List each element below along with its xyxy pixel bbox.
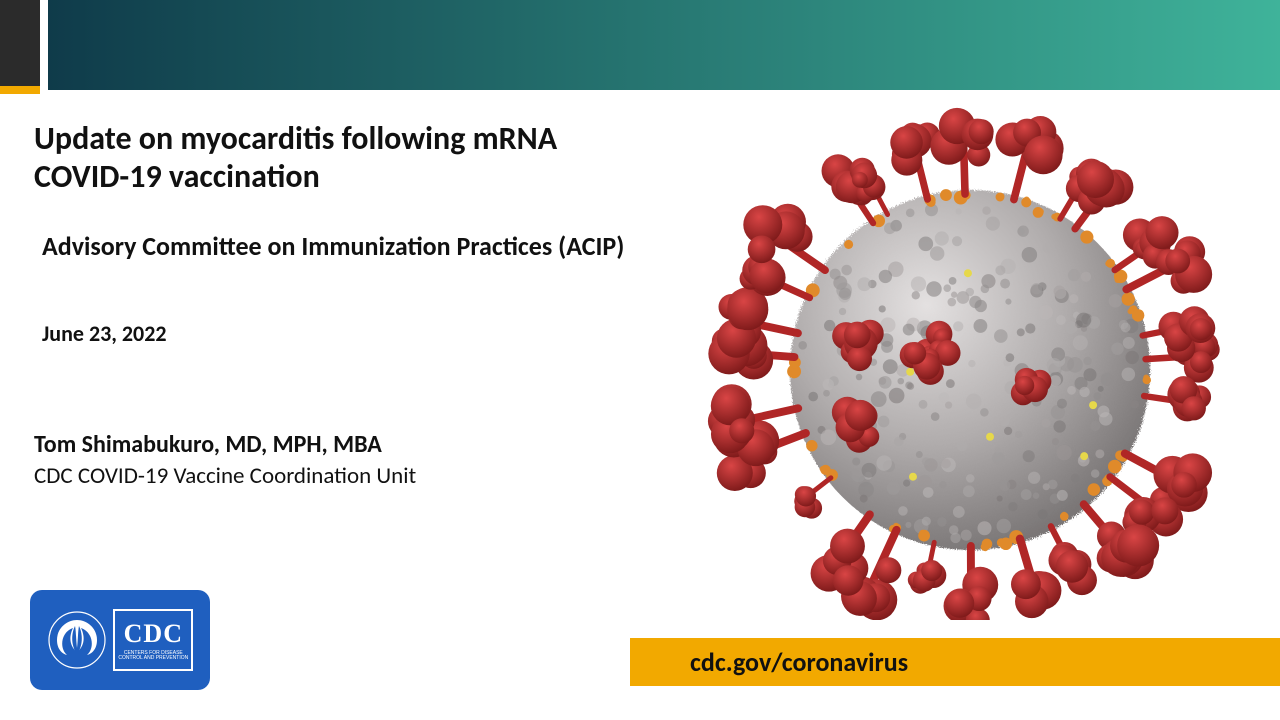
cdc-logo-box: CDC CENTERS FOR DISEASE CONTROL AND PREV… <box>113 609 193 671</box>
slide-date: June 23, 2022 <box>42 320 167 347</box>
coronavirus-illustration <box>690 100 1250 620</box>
cdc-logo-subtext: CENTERS FOR DISEASE CONTROL AND PREVENTI… <box>115 651 191 662</box>
slide-title: Update on myocarditis following mRNA COV… <box>34 120 654 197</box>
url-bar: cdc.gov/coronavirus <box>630 638 1280 686</box>
url-text: cdc.gov/coronavirus <box>690 646 908 678</box>
header-bar <box>48 0 1280 90</box>
side-accent-orange <box>0 86 40 94</box>
author-name: Tom Shimabukuro, MD, MPH, MBA <box>34 430 382 459</box>
slide-subtitle: Advisory Committee on Immunization Pract… <box>42 230 642 263</box>
slide-root: Update on myocarditis following mRNA COV… <box>0 0 1280 720</box>
author-org: CDC COVID-19 Vaccine Coordination Unit <box>34 462 416 490</box>
hhs-seal-icon <box>47 610 107 670</box>
cdc-logo-text: CDC <box>124 619 183 649</box>
side-accent-dark <box>0 0 40 86</box>
cdc-hhs-logo-badge: CDC CENTERS FOR DISEASE CONTROL AND PREV… <box>30 590 210 690</box>
